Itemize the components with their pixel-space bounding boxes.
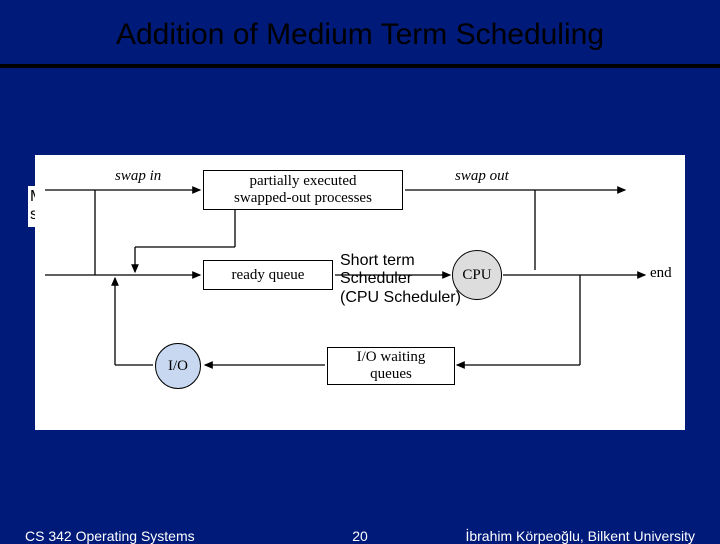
footer-page: 20 [352, 528, 368, 544]
end-label: end [650, 265, 672, 282]
footer-course: CS 342 Operating Systems [25, 528, 195, 544]
ready-queue-box: ready queue [203, 260, 333, 290]
footer-author: İbrahim Körpeoğlu, Bilkent University [465, 528, 695, 544]
swapped-out-box: partially executedswapped-out processes [203, 170, 403, 210]
swap-in-label: swap in [115, 168, 161, 185]
io-waiting-box: I/O waitingqueues [327, 347, 455, 385]
short-term-label: Short termScheduler(CPU Scheduler) [340, 252, 461, 307]
swap-out-label: swap out [455, 168, 509, 185]
slide-title: Addition of Medium Term Scheduling [0, 18, 720, 52]
title-bar: Addition of Medium Term Scheduling [0, 0, 720, 68]
io-circle: I/O [155, 343, 201, 389]
